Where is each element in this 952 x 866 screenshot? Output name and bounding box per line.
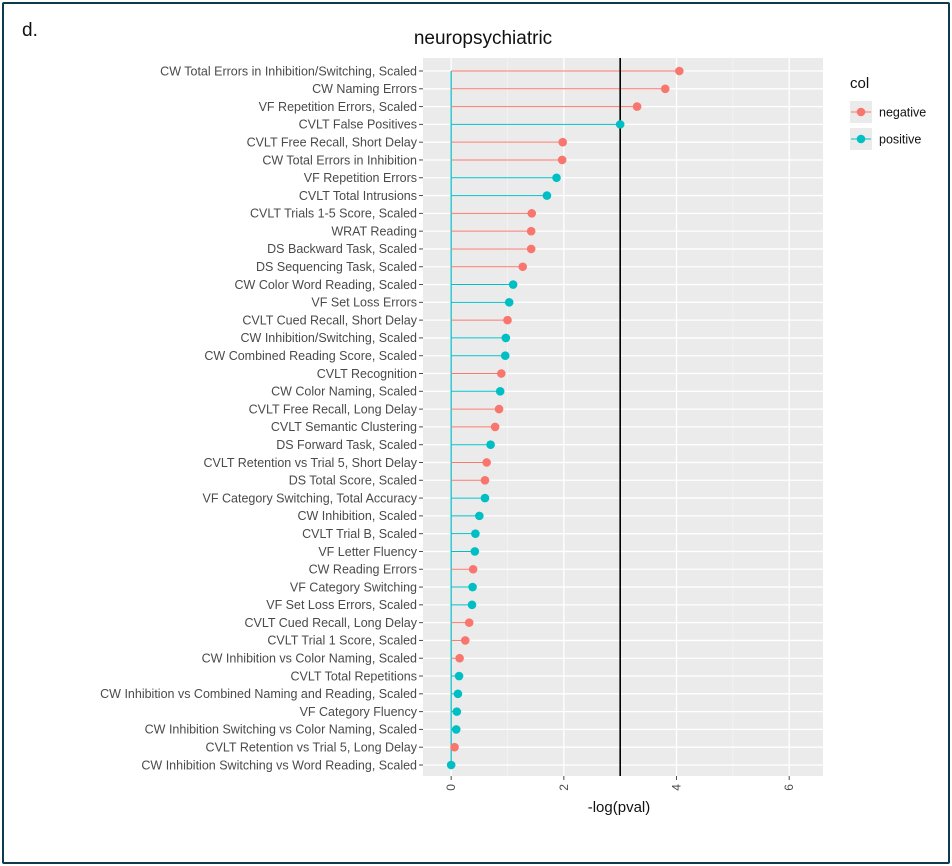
lollipop-point	[475, 511, 484, 521]
lollipop-point	[504, 298, 514, 307]
lollipop-point	[557, 155, 567, 165]
lollipop-point	[451, 725, 461, 734]
lollipop-point	[497, 369, 506, 378]
lollipop-point	[632, 102, 642, 111]
legend-key-point	[856, 134, 866, 144]
x-tick-label: 6	[782, 784, 796, 791]
lollipop-point	[526, 244, 536, 254]
category-label: CW Naming Errors	[312, 82, 417, 96]
category-label: CW Inhibition vs Combined Naming and Rea…	[100, 687, 417, 701]
lollipop-point	[467, 600, 477, 610]
category-label: CW Color Naming, Scaled	[271, 385, 417, 399]
category-label: CVLT Free Recall, Short Delay	[247, 135, 418, 149]
lollipop-point	[503, 315, 512, 325]
category-label: DS Total Score, Scaled	[289, 474, 417, 488]
x-tick-label: 2	[557, 784, 571, 791]
category-label: CVLT Retention vs Trial 5, Short Delay	[203, 456, 417, 470]
legend-label: positive	[879, 132, 921, 146]
lollipop-point	[526, 226, 536, 236]
category-label: CW Total Errors in Inhibition	[262, 153, 417, 167]
lollipop-point	[453, 689, 463, 699]
category-label: DS Sequencing Task, Scaled	[256, 260, 417, 274]
category-label: CW Reading Errors	[309, 563, 417, 577]
lollipop-point	[490, 422, 500, 432]
lollipop-point	[675, 66, 684, 76]
category-label: CW Inhibition Switching vs Word Reading,…	[141, 758, 417, 772]
lollipop-point	[495, 387, 505, 396]
lollipop-point	[615, 120, 625, 129]
category-label: CVLT Total Repetitions	[291, 669, 417, 683]
category-label: VF Category Switching	[290, 580, 417, 594]
chart-title: neuropsychiatric	[414, 28, 552, 49]
lollipop-point	[470, 547, 480, 556]
category-label: DS Backward Task, Scaled	[267, 242, 417, 256]
category-label: CW Inhibition vs Color Naming, Scaled	[202, 652, 417, 666]
lollipop-point	[454, 671, 464, 681]
category-label: DS Forward Task, Scaled	[276, 438, 417, 452]
lollipop-point	[450, 742, 459, 752]
lollipop-point	[660, 84, 670, 94]
category-label: CVLT Semantic Clustering	[271, 420, 417, 434]
lollipop-point	[480, 493, 490, 503]
category-label: VF Repetition Errors	[304, 171, 417, 185]
lollipop-point	[471, 529, 480, 538]
x-tick-label: 0	[444, 784, 458, 791]
category-label: CW Inhibition/Switching, Scaled	[241, 331, 418, 345]
lollipop-point	[446, 760, 456, 770]
lollipop-point	[480, 475, 490, 485]
legend-label: negative	[879, 105, 926, 119]
category-label: VF Set Loss Errors	[311, 296, 417, 310]
lollipop-point	[482, 458, 491, 467]
category-label: VF Letter Fluency	[318, 545, 417, 559]
panel-label: d.	[22, 20, 38, 41]
lollipop-point	[542, 191, 552, 200]
category-label: CW Color Word Reading, Scaled	[235, 278, 418, 292]
lollipop-point	[501, 333, 511, 343]
lollipop-point	[500, 351, 510, 361]
category-label: CVLT Recognition	[317, 367, 417, 381]
category-label: CVLT False Positives	[299, 118, 417, 132]
lollipop-point	[552, 173, 561, 183]
category-label: CVLT Trials 1-5 Score, Scaled	[250, 207, 417, 221]
lollipop-point	[460, 636, 470, 645]
category-label: VF Repetition Errors, Scaled	[259, 100, 417, 114]
category-label: CVLT Retention vs Trial 5, Long Delay	[206, 741, 418, 755]
category-label: CVLT Free Recall, Long Delay	[249, 402, 418, 416]
plot-panel	[423, 58, 823, 776]
category-label: CVLT Cued Recall, Long Delay	[244, 616, 417, 630]
category-label: CW Inhibition, Scaled	[297, 509, 417, 523]
lollipop-point	[558, 137, 568, 147]
lollipop-point	[464, 618, 474, 627]
lollipop-point	[455, 653, 464, 663]
category-label: CW Inhibition Switching vs Color Naming,…	[145, 723, 417, 737]
category-label: VF Category Switching, Total Accuracy	[203, 491, 418, 505]
lollipop-point	[527, 209, 537, 218]
legend-title: col	[850, 75, 869, 92]
lollipop-point	[452, 707, 462, 716]
category-label: CW Combined Reading Score, Scaled	[204, 349, 417, 363]
category-label: CVLT Cued Recall, Short Delay	[242, 313, 417, 327]
lollipop-point	[508, 280, 518, 289]
lollipop-point	[494, 404, 504, 414]
category-label: VF Set Loss Errors, Scaled	[266, 598, 417, 612]
lollipop-point	[518, 262, 528, 272]
category-label: VF Category Fluency	[300, 705, 418, 719]
x-axis-title: -log(pval)	[588, 799, 651, 816]
category-label: CVLT Total Intrusions	[299, 189, 417, 203]
legend-key-point	[856, 107, 866, 117]
category-label: CVLT Trial B, Scaled	[302, 527, 417, 541]
category-label: CVLT Trial 1 Score, Scaled	[267, 634, 417, 648]
x-tick-label: 4	[670, 784, 684, 791]
lollipop-point	[486, 440, 495, 449]
category-label: WRAT Reading	[331, 224, 417, 238]
lollipop-point	[468, 564, 478, 574]
lollipop-point	[468, 582, 477, 592]
category-label: CW Total Errors in Inhibition/Switching,…	[160, 64, 417, 78]
